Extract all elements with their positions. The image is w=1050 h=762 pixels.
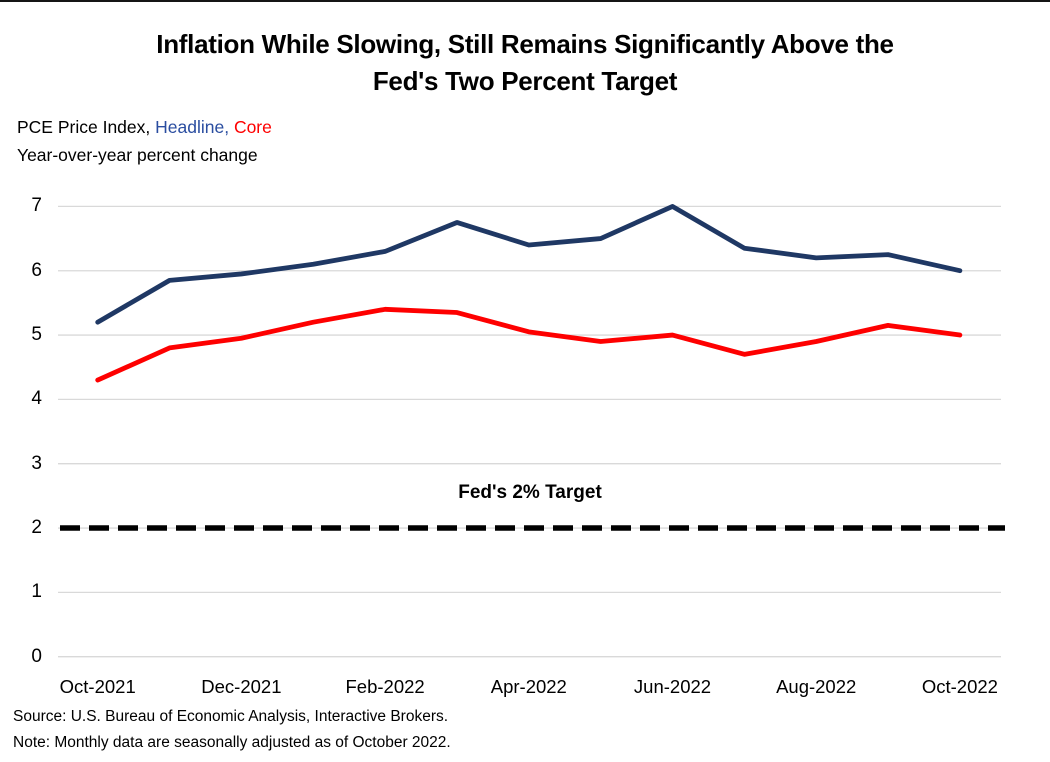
x-axis-tick-label: Dec-2021 — [201, 676, 282, 697]
x-axis-tick-label: Oct-2022 — [921, 676, 998, 697]
y-axis-tick-label: 4 — [31, 388, 42, 410]
y-axis-tick-label: 1 — [31, 581, 42, 603]
source-text: Source: U.S. Bureau of Economic Analysis… — [13, 708, 449, 725]
target-line-label: Fed's 2% Target — [458, 482, 602, 503]
subtitle-line1: PCE Price Index, Headline, Core — [17, 114, 272, 142]
top-border-line — [0, 0, 1050, 2]
y-axis-tick-label: 2 — [31, 517, 42, 539]
legend-core: Core — [233, 117, 272, 137]
y-axis-tick-label: 5 — [31, 324, 42, 346]
x-axis-tick-label: Feb-2022 — [345, 676, 425, 697]
y-axis-tick-label: 6 — [31, 259, 42, 281]
chart-subtitle: PCE Price Index, Headline, Core Year-ove… — [17, 114, 272, 169]
x-axis-tick-label: Oct-2021 — [59, 676, 136, 697]
x-axis-tick-label: Jun-2022 — [633, 676, 712, 697]
subtitle-line2: Year-over-year percent change — [17, 144, 258, 165]
subtitle-prefix: PCE Price Index, — [17, 117, 156, 137]
x-axis-tick-label: Apr-2022 — [490, 676, 567, 697]
subtitle-separator: , — [224, 117, 234, 137]
series-line-core — [95, 306, 963, 383]
note-text: Note: Monthly data are seasonally adjust… — [13, 734, 451, 751]
chart-title: Inflation While Slowing, Still Remains S… — [0, 26, 1050, 100]
chart-title-line2: Fed's Two Percent Target — [372, 66, 678, 96]
y-axis-tick-label: 3 — [31, 452, 42, 474]
chart-title-line1: Inflation While Slowing, Still Remains S… — [156, 29, 894, 59]
x-axis-tick-label: Aug-2022 — [776, 676, 857, 697]
y-axis-tick-label: 7 — [31, 195, 42, 217]
y-axis-tick-label: 0 — [31, 645, 42, 667]
legend-headline: Headline — [155, 117, 225, 137]
series-line-headline — [95, 203, 963, 325]
